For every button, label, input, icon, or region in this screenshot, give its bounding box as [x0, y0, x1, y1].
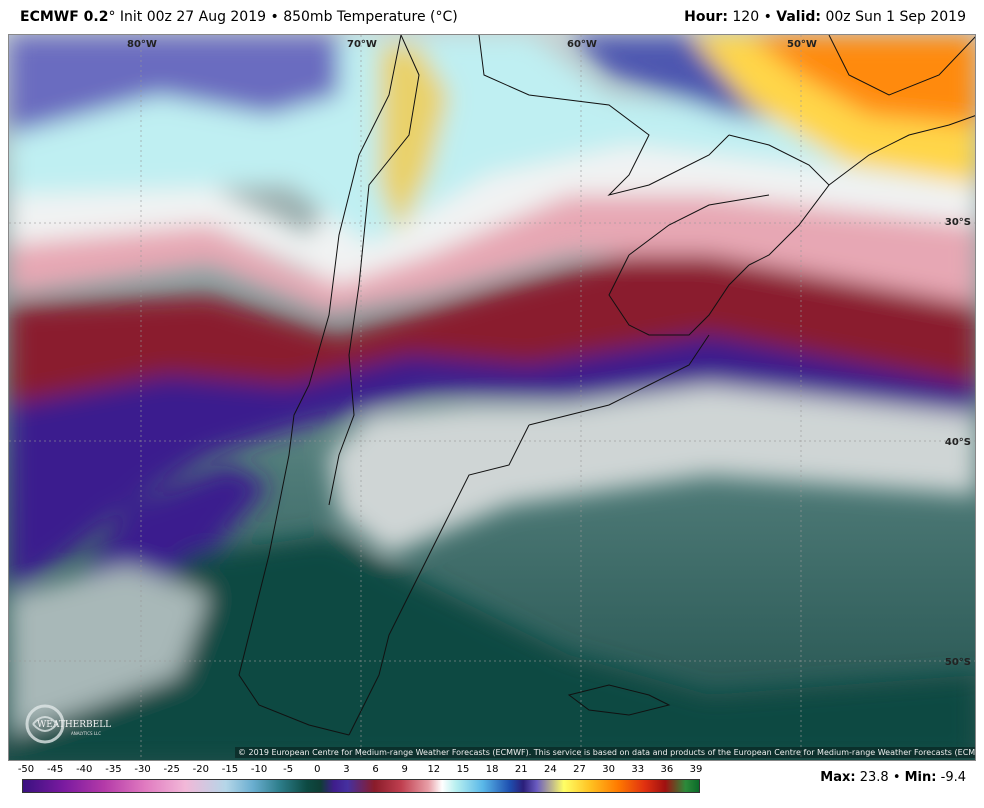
legend-tick: 12 [427, 764, 441, 775]
legend-tick: 21 [514, 764, 528, 775]
lat-label-30s: 30°S [944, 217, 971, 228]
legend-tick: -5 [283, 764, 294, 775]
lon-label-50w: 50°W [787, 39, 817, 50]
logo-subtext: ANALYTICS LLC [71, 731, 101, 736]
legend-tick: -40 [76, 764, 93, 775]
graticule [9, 35, 975, 760]
bullet-1: • [270, 9, 279, 25]
legend-tick: 6 [372, 764, 379, 775]
legend-tick: 15 [456, 764, 470, 775]
valid-label: Valid: [776, 9, 822, 25]
max-min-stats: Max: 23.8 • Min: -9.4 [820, 770, 966, 785]
legend-tick: -25 [163, 764, 180, 775]
temperature-map[interactable]: 80°W 70°W 60°W 50°W 30°S 40°S 50°S WEATH… [8, 34, 976, 761]
legend-tick: -30 [134, 764, 151, 775]
hour-label: Hour: [684, 9, 728, 25]
legend-tick: 9 [401, 764, 408, 775]
header: ECMWF 0.2° Init 00z 27 Aug 2019 • 850mb … [0, 0, 984, 34]
min-value: -9.4 [940, 770, 966, 785]
model-name: ECMWF 0.2 [20, 9, 109, 25]
legend-tick: 36 [660, 764, 674, 775]
temperature-legend: -50 -45 -40 -35 -30 -25 -20 -15 -10 -5 0 3 6 9 12 15 18 2… [14, 762, 704, 802]
coastlines [238, 35, 975, 736]
legend-tick: 33 [631, 764, 645, 775]
weatherbell-logo: WEATHERBELL ANALYTICS LLC [23, 702, 115, 746]
legend-tick: -20 [192, 764, 209, 775]
legend-tick: -50 [17, 764, 35, 775]
legend-tick: 27 [573, 764, 586, 775]
logo-text: WEATHERBELL [37, 720, 111, 730]
legend-tick: -45 [46, 764, 64, 775]
logo-swirl-icon: WEATHERBELL ANALYTICS LLC [25, 704, 111, 744]
legend-tick: 18 [485, 764, 499, 775]
bullet-2: • [763, 9, 772, 25]
map-canvas [9, 35, 975, 760]
legend-tick: 3 [343, 764, 350, 775]
legend-tick: -35 [105, 764, 122, 775]
title-right: Hour: 120 • Valid: 00z Sun 1 Sep 2019 [684, 0, 966, 34]
title-left: ECMWF 0.2° Init 00z 27 Aug 2019 • 850mb … [20, 0, 458, 34]
lat-label-50s: 50°S [944, 657, 971, 668]
lon-label-60w: 60°W [567, 39, 597, 50]
legend-tick: 30 [602, 764, 615, 775]
legend-tick: 0 [314, 764, 321, 775]
lon-label-80w: 80°W [127, 39, 157, 50]
max-value: 23.8 [859, 770, 889, 785]
temperature-field [9, 35, 975, 760]
init-time: Init 00z 27 Aug 2019 [119, 9, 267, 25]
copyright-notice: © 2019 European Centre for Medium-range … [235, 747, 975, 758]
legend-colorbar [22, 779, 700, 793]
legend-tick: 24 [543, 764, 557, 775]
lat-label-40s: 40°S [944, 437, 971, 448]
degree-symbol: ° [108, 9, 116, 25]
legend-tick: -10 [250, 764, 268, 775]
legend-tick: 39 [689, 764, 703, 775]
valid-value: 00z Sun 1 Sep 2019 [825, 9, 966, 25]
min-label: Min: [904, 770, 937, 785]
bullet-3: • [892, 770, 901, 785]
max-label: Max: [820, 770, 856, 785]
hour-value: 120 [732, 9, 760, 25]
legend-tick: -15 [221, 764, 239, 775]
lon-label-70w: 70°W [347, 39, 377, 50]
legend-ticks: -50 -45 -40 -35 -30 -25 -20 -15 -10 -5 0 3 6 9 12 15 18 2… [14, 762, 704, 776]
product-name: 850mb Temperature (°C) [283, 9, 458, 25]
